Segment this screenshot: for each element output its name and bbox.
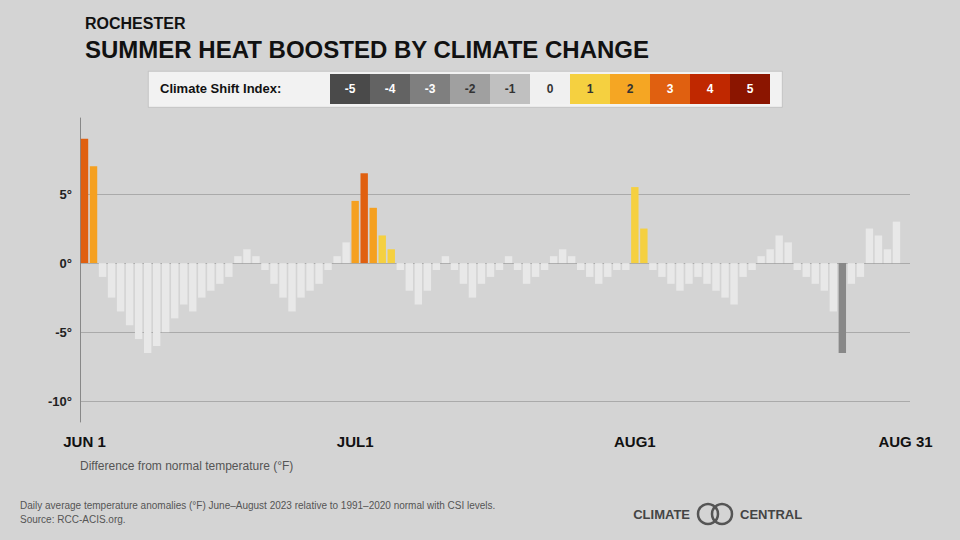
svg-text:Daily average temperature anom: Daily average temperature anomalies (°F)…	[20, 500, 495, 511]
svg-text:-5°: -5°	[55, 325, 72, 340]
svg-text:-1: -1	[505, 82, 516, 96]
svg-text:-10°: -10°	[48, 394, 72, 409]
svg-text:Difference from normal tempera: Difference from normal temperature (°F)	[80, 459, 293, 473]
svg-text:1: 1	[587, 82, 594, 96]
svg-text:-3: -3	[425, 82, 436, 96]
svg-text:-5: -5	[345, 82, 356, 96]
svg-text:2: 2	[627, 82, 634, 96]
svg-text:5°: 5°	[60, 187, 72, 202]
svg-text:JUN 1: JUN 1	[63, 433, 106, 450]
svg-text:-4: -4	[385, 82, 396, 96]
svg-text:ROCHESTER: ROCHESTER	[85, 15, 186, 32]
svg-text:JUL1: JUL1	[337, 433, 374, 450]
svg-text:CLIMATE: CLIMATE	[633, 507, 690, 522]
svg-text:0: 0	[547, 82, 554, 96]
svg-text:0°: 0°	[60, 256, 72, 271]
svg-text:AUG 31: AUG 31	[878, 433, 932, 450]
svg-text:AUG1: AUG1	[614, 433, 656, 450]
svg-text:CENTRAL: CENTRAL	[740, 507, 802, 522]
svg-text:Source: RCC-ACIS.org.: Source: RCC-ACIS.org.	[20, 514, 126, 525]
svg-text:3: 3	[667, 82, 674, 96]
svg-text:4: 4	[707, 82, 714, 96]
svg-text:SUMMER HEAT BOOSTED BY CLIMATE: SUMMER HEAT BOOSTED BY CLIMATE CHANGE	[85, 36, 649, 63]
svg-text:5: 5	[747, 82, 754, 96]
svg-text:Climate Shift Index:: Climate Shift Index:	[160, 81, 281, 96]
svg-text:-2: -2	[465, 82, 476, 96]
